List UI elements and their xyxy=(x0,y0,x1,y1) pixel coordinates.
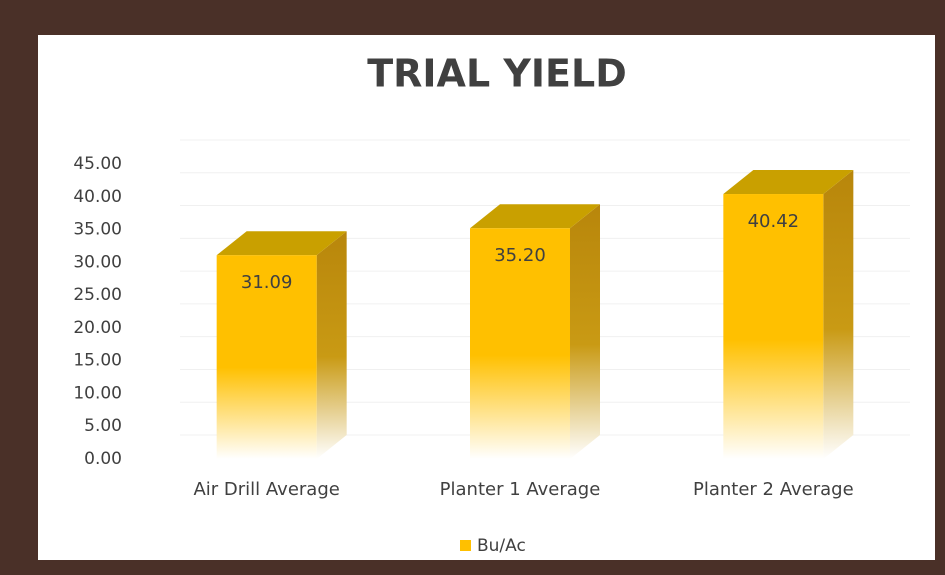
chart-title: TRIAL YIELD xyxy=(367,52,627,96)
y-tick-label: 20.00 xyxy=(73,318,122,338)
y-tick-label: 0.00 xyxy=(84,449,122,469)
data-label: 35.20 xyxy=(494,245,546,266)
y-tick-label: 40.00 xyxy=(73,187,122,207)
y-tick-label: 30.00 xyxy=(73,252,122,272)
y-tick-label: 15.00 xyxy=(73,351,122,371)
bar-front xyxy=(470,228,570,459)
legend-label: Bu/Ac xyxy=(477,536,526,556)
bar-top xyxy=(470,204,600,229)
y-tick-label: 25.00 xyxy=(73,285,122,305)
x-tick-label: Air Drill Average xyxy=(193,479,339,500)
legend-swatch xyxy=(460,540,471,551)
bar xyxy=(470,204,600,459)
y-tick-label: 5.00 xyxy=(84,416,122,436)
x-tick-label: Planter 1 Average xyxy=(440,479,601,500)
data-label: 40.42 xyxy=(748,211,800,232)
y-tick-label: 45.00 xyxy=(73,154,122,174)
y-tick-label: 35.00 xyxy=(73,220,122,240)
x-tick-label: Planter 2 Average xyxy=(693,479,854,500)
bar xyxy=(216,231,347,459)
bar-side xyxy=(570,204,600,459)
bar xyxy=(723,170,854,459)
y-tick-label: 10.00 xyxy=(73,383,122,403)
bar-side xyxy=(316,231,347,459)
bar-top xyxy=(723,170,854,195)
bar-side xyxy=(823,170,854,459)
bar-top xyxy=(216,231,347,256)
data-label: 31.09 xyxy=(241,272,293,293)
bar-front xyxy=(216,255,317,459)
bar-front xyxy=(723,194,824,459)
